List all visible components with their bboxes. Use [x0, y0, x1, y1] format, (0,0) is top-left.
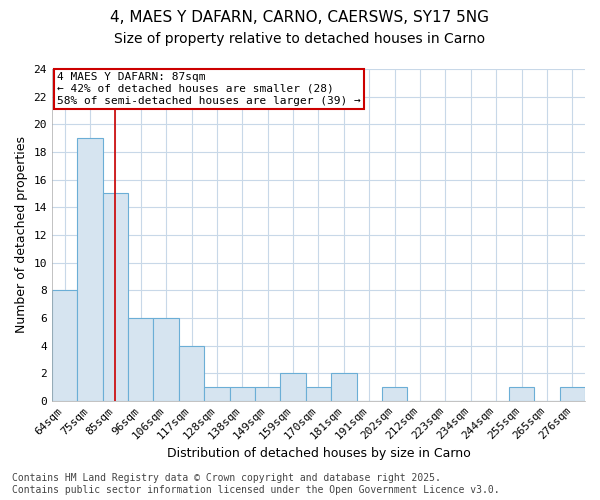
Bar [103, 194, 128, 401]
Text: 4, MAES Y DAFARN, CARNO, CAERSWS, SY17 5NG: 4, MAES Y DAFARN, CARNO, CAERSWS, SY17 5… [110, 10, 490, 25]
Bar [382, 387, 407, 401]
Bar [280, 373, 306, 401]
Bar [560, 387, 585, 401]
Bar [52, 290, 77, 401]
Bar [509, 387, 534, 401]
Bar [204, 387, 230, 401]
Text: 4 MAES Y DAFARN: 87sqm
← 42% of detached houses are smaller (28)
58% of semi-det: 4 MAES Y DAFARN: 87sqm ← 42% of detached… [57, 72, 361, 106]
Bar [255, 387, 280, 401]
Bar [128, 318, 154, 401]
Bar [154, 318, 179, 401]
Bar [230, 387, 255, 401]
Text: Contains HM Land Registry data © Crown copyright and database right 2025.
Contai: Contains HM Land Registry data © Crown c… [12, 474, 500, 495]
Text: Size of property relative to detached houses in Carno: Size of property relative to detached ho… [115, 32, 485, 46]
Y-axis label: Number of detached properties: Number of detached properties [15, 136, 28, 334]
X-axis label: Distribution of detached houses by size in Carno: Distribution of detached houses by size … [167, 447, 470, 460]
Bar [331, 373, 356, 401]
Bar [77, 138, 103, 401]
Bar [306, 387, 331, 401]
Bar [179, 346, 204, 401]
